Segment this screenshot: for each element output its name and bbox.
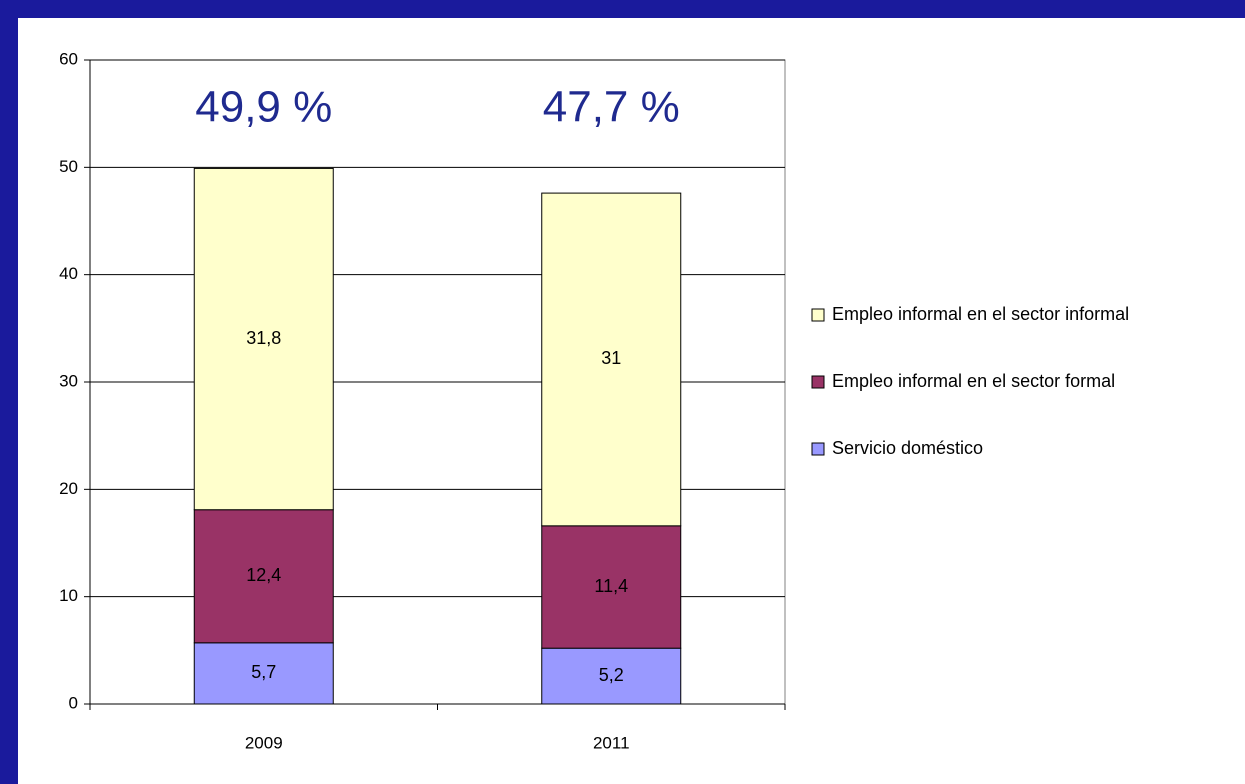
data-label: 12,4: [246, 565, 281, 585]
legend-swatch: [811, 442, 825, 456]
data-label: 5,2: [599, 665, 624, 685]
y-tick-label: 10: [59, 586, 78, 605]
y-tick-label: 40: [59, 264, 78, 283]
y-tick-label: 50: [59, 157, 78, 176]
y-tick-label: 60: [59, 49, 78, 68]
data-label: 31: [601, 348, 621, 368]
x-tick-label: 2009: [245, 733, 283, 752]
bar-segment: [541, 525, 682, 649]
legend-label: Servicio doméstico: [832, 438, 983, 458]
annotation: 47,7 %: [543, 83, 680, 132]
x-tick-label: 2011: [593, 733, 630, 752]
data-label: 11,4: [594, 576, 628, 596]
legend-swatch: [811, 375, 825, 389]
y-tick-label: 0: [69, 693, 78, 712]
bar-segment: [193, 642, 334, 705]
bar-segment: [193, 167, 334, 511]
annotation: 49,9 %: [195, 83, 332, 132]
data-label: 5,7: [251, 662, 276, 682]
bar-segment: [541, 192, 682, 527]
bar-segment: [193, 509, 334, 644]
legend-label: Empleo informal en el sector informal: [832, 304, 1129, 324]
y-tick-label: 30: [59, 371, 78, 390]
data-label: 31,8: [246, 328, 281, 348]
legend-swatch: [811, 308, 825, 322]
bar-segment: [541, 647, 682, 705]
y-tick-label: 20: [59, 479, 78, 498]
legend-label: Empleo informal en el sector formal: [832, 371, 1115, 391]
